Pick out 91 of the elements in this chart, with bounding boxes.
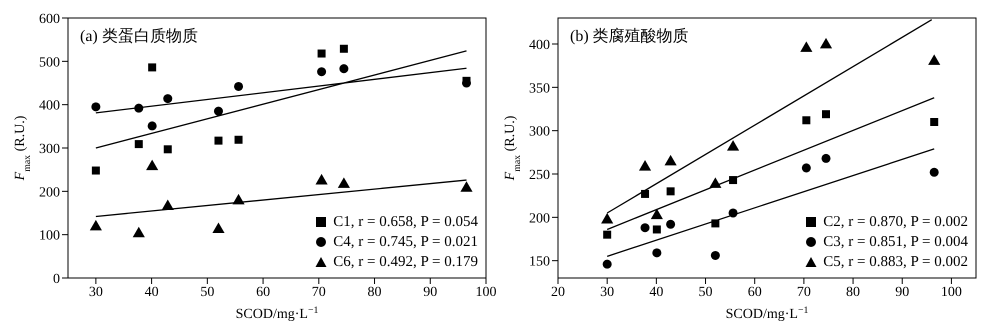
x-tick-label: 60 (256, 284, 270, 300)
x-tick-label: 40 (144, 284, 159, 300)
x-tick-label: 80 (846, 284, 860, 300)
y-tick-label: 0 (53, 272, 60, 287)
y-tick-label: 200 (529, 211, 550, 226)
point (640, 223, 650, 232)
point (212, 222, 225, 233)
point (729, 176, 738, 184)
legend-label: C5, r = 0.883, P = 0.002 (823, 253, 968, 272)
point (92, 166, 100, 175)
y-tick-label: 200 (39, 185, 60, 200)
legend-label: C2, r = 0.870, P = 0.002 (823, 213, 968, 232)
point (710, 250, 720, 260)
y-tick-label: 150 (529, 254, 550, 270)
point (134, 140, 143, 148)
x-tick-label: 60 (748, 284, 762, 300)
legend-label: C4, r = 0.745, P = 0.021 (333, 233, 478, 252)
point (638, 160, 652, 171)
point (726, 140, 740, 151)
point (164, 145, 172, 154)
point (134, 104, 144, 113)
x-tick-label: 20 (551, 284, 565, 300)
y-tick-label: 400 (529, 38, 550, 53)
x-axis-title: SCOD/mg·L$^{−1}$ (236, 304, 318, 322)
point (163, 94, 172, 104)
point (822, 154, 831, 163)
y-tick-label: 500 (39, 55, 60, 70)
point (338, 177, 350, 188)
y-tick-label: 100 (39, 228, 60, 244)
point (802, 116, 810, 124)
point (339, 64, 348, 74)
y-tick-label: 300 (529, 124, 550, 140)
point (709, 177, 722, 188)
point (603, 230, 612, 239)
point (650, 208, 663, 220)
point (162, 199, 174, 210)
point (214, 136, 222, 145)
x-tick-label: 70 (312, 284, 326, 300)
point (460, 181, 473, 192)
x-tick-label: 100 (476, 284, 496, 300)
point (317, 67, 326, 76)
point (90, 220, 102, 230)
point (666, 220, 676, 229)
point (132, 226, 145, 238)
point (234, 82, 244, 91)
text: (b) 类腐殖酸物质 (570, 26, 689, 47)
point (800, 41, 812, 52)
legend-label: C6, r = 0.492, P = 0.179 (333, 253, 478, 272)
point (234, 136, 243, 144)
point (802, 163, 811, 172)
point (602, 260, 612, 269)
point (928, 54, 940, 65)
point (91, 102, 100, 112)
legend-label: C1, r = 0.658, P = 0.054 (333, 213, 478, 232)
y-tick-label: 250 (529, 168, 550, 183)
point (148, 63, 156, 72)
x-axis-title: SCOD/mg·L$^{−1}$ (726, 304, 808, 322)
y-tick-label: 400 (39, 98, 60, 114)
point (664, 154, 677, 166)
point (711, 219, 720, 228)
point (930, 118, 938, 126)
point (146, 160, 158, 170)
x-tick-label: 100 (940, 284, 962, 300)
point (930, 168, 939, 177)
point (232, 194, 245, 204)
point (822, 110, 830, 118)
x-tick-label: 50 (200, 284, 214, 300)
point (652, 225, 661, 234)
point (148, 121, 157, 130)
x-tick-label: 90 (423, 284, 438, 300)
legend-label: C3, r = 0.851, P = 0.004 (823, 233, 968, 252)
point (652, 248, 662, 258)
x-tick-label: 40 (649, 284, 664, 300)
text: (a) 类蛋白质物质 (80, 26, 198, 47)
point (820, 38, 832, 48)
x-tick-label: 30 (88, 284, 103, 300)
point (728, 208, 738, 218)
point (641, 190, 650, 198)
y-tick-label: 300 (39, 142, 60, 157)
x-tick-label: 90 (895, 284, 910, 300)
point (340, 44, 348, 53)
x-tick-label: 30 (600, 284, 614, 300)
point (214, 106, 223, 116)
y-tick-label: 600 (39, 12, 60, 27)
y-tick-label: 350 (529, 81, 550, 96)
x-tick-label: 80 (368, 284, 382, 300)
point (316, 174, 328, 184)
point (318, 50, 326, 58)
x-tick-label: 70 (796, 284, 811, 300)
point (666, 187, 675, 196)
x-tick-label: 50 (698, 284, 713, 300)
